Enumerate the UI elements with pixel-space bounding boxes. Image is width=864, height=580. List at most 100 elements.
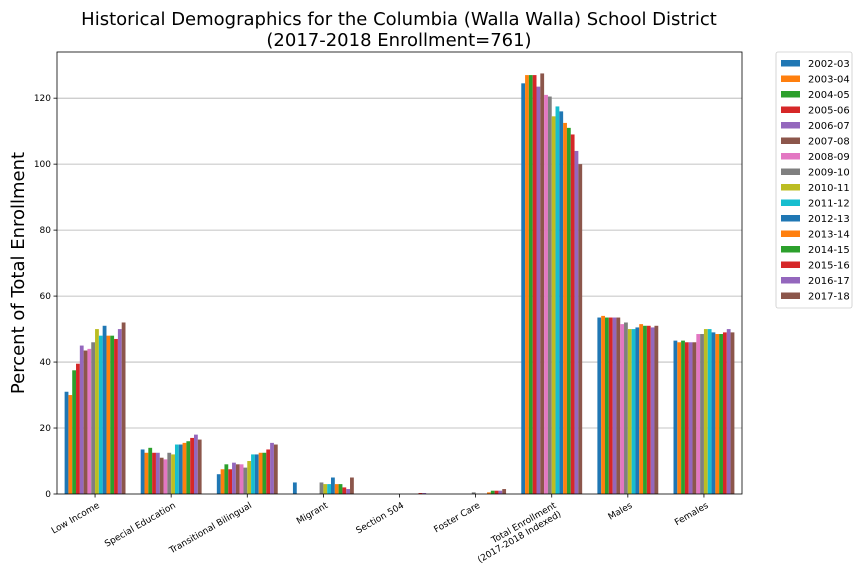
x-tick-label-line: Low Income: [50, 501, 102, 537]
legend-swatch: [781, 261, 800, 268]
bar-2009-10-0: [91, 342, 96, 494]
legend-swatch: [781, 230, 800, 237]
bar-2010-11-0: [95, 329, 99, 494]
bar-2015-16-2: [266, 449, 271, 494]
bar-2004-05-7: [605, 317, 609, 494]
bar-2002-03-8: [673, 340, 678, 494]
plot-frame: [56, 51, 743, 495]
bar-2017-18-7: [654, 325, 659, 494]
bar-2012-13-8: [711, 332, 716, 494]
bar-2016-17-6: [574, 150, 579, 494]
bar-2005-06-1: [152, 452, 156, 494]
legend-swatch: [781, 199, 800, 206]
bars-layer: [64, 73, 735, 495]
bar-2005-06-8: [684, 342, 689, 494]
bar-2013-14-6: [563, 122, 567, 494]
bar-2008-09-8: [696, 334, 701, 494]
bar-2014-15-5: [490, 490, 495, 494]
bar-2005-06-2: [228, 469, 233, 494]
x-tick-label-line: Foster Care: [432, 501, 482, 536]
legend-swatch: [781, 106, 800, 113]
bar-2008-09-0: [87, 348, 92, 494]
legend-label: 2007-08: [808, 137, 850, 148]
y-tick-label: 20: [40, 424, 52, 434]
bar-2002-03-6: [521, 83, 526, 495]
bar-2003-04-1: [144, 452, 149, 494]
bar-2008-09-6: [544, 94, 548, 494]
x-tick-label-line: Migrant: [295, 501, 330, 527]
bar-2002-03-0: [64, 391, 69, 494]
bar-2017-18-5: [502, 489, 507, 494]
bar-2004-05-6: [528, 75, 533, 495]
legend-swatch: [781, 168, 800, 175]
bar-2015-16-1: [190, 437, 194, 494]
x-tick-label-line: Males: [607, 501, 635, 523]
bar-2011-12-3: [327, 484, 331, 494]
bar-2011-12-0: [98, 335, 103, 494]
y-axis-label: Percent of Total Enrollment: [8, 152, 29, 394]
bar-2006-07-6: [536, 86, 541, 494]
bar-2003-04-6: [525, 75, 529, 495]
bar-2017-18-6: [578, 164, 583, 495]
bar-2015-16-5: [494, 490, 499, 494]
bar-2011-12-7: [631, 329, 636, 494]
legend-swatch: [781, 137, 800, 144]
bar-2009-10-6: [547, 96, 552, 495]
bar-2004-05-8: [681, 340, 685, 494]
bar-2009-10-5: [471, 492, 476, 494]
bar-2006-07-8: [688, 342, 693, 494]
bar-2006-07-0: [79, 345, 84, 494]
bar-2014-15-0: [110, 335, 115, 494]
chart-title-line-1: Historical Demographics for the Columbia…: [81, 9, 717, 30]
x-tick-label: Males: [607, 501, 635, 523]
legend-label: 2003-04: [808, 75, 850, 86]
legend-label: 2013-14: [808, 230, 850, 241]
bar-2002-03-2: [216, 474, 221, 494]
legend-label: 2010-11: [808, 183, 850, 194]
bar-2010-11-8: [703, 329, 708, 494]
x-tick-label-line: Females: [673, 501, 711, 528]
bar-2011-12-2: [251, 454, 255, 494]
x-tick-label: Females: [673, 501, 711, 528]
bar-2007-08-7: [616, 317, 621, 494]
bar-2014-15-6: [566, 127, 571, 495]
bar-2015-16-4: [418, 493, 423, 494]
bar-2014-15-1: [186, 441, 191, 494]
y-tick-label: 60: [40, 292, 52, 302]
bar-2006-07-7: [612, 317, 617, 494]
bar-2002-03-1: [140, 449, 145, 494]
bar-2014-15-3: [338, 484, 343, 494]
bar-2009-10-1: [167, 452, 172, 494]
bar-2007-08-8: [692, 342, 697, 494]
legend-label: 2004-05: [808, 90, 850, 101]
bar-2013-14-5: [487, 492, 491, 494]
bar-2017-18-1: [197, 439, 202, 494]
bar-2015-16-3: [342, 487, 347, 494]
legend-label: 2014-15: [808, 245, 850, 256]
bar-2016-17-3: [346, 489, 351, 494]
chart-title-line-2: (2017-2018 Enrollment=761): [266, 30, 531, 51]
bar-2015-16-0: [114, 338, 118, 494]
legend-label: 2009-10: [808, 168, 850, 179]
legend-swatch: [781, 91, 800, 98]
bar-2017-18-0: [121, 322, 126, 494]
legend-swatch: [781, 153, 800, 160]
bar-2012-13-0: [102, 325, 107, 494]
bar-2007-08-1: [159, 457, 164, 494]
bar-2009-10-7: [624, 322, 628, 494]
legend-label: 2008-09: [808, 152, 850, 163]
bar-2007-08-2: [235, 464, 240, 494]
bar-2003-04-2: [220, 469, 225, 494]
bar-2013-14-0: [106, 335, 111, 494]
bar-2016-17-2: [270, 442, 274, 494]
legend-swatch: [781, 75, 800, 82]
x-tick-label-line: Transitional Bilingual: [167, 501, 254, 557]
bar-2006-07-2: [232, 462, 236, 494]
bar-2016-17-0: [117, 329, 122, 494]
bar-2017-18-3: [350, 477, 354, 494]
legend-swatch: [781, 277, 800, 284]
bar-2012-13-7: [635, 327, 640, 494]
legend-label: 2011-12: [808, 199, 850, 210]
